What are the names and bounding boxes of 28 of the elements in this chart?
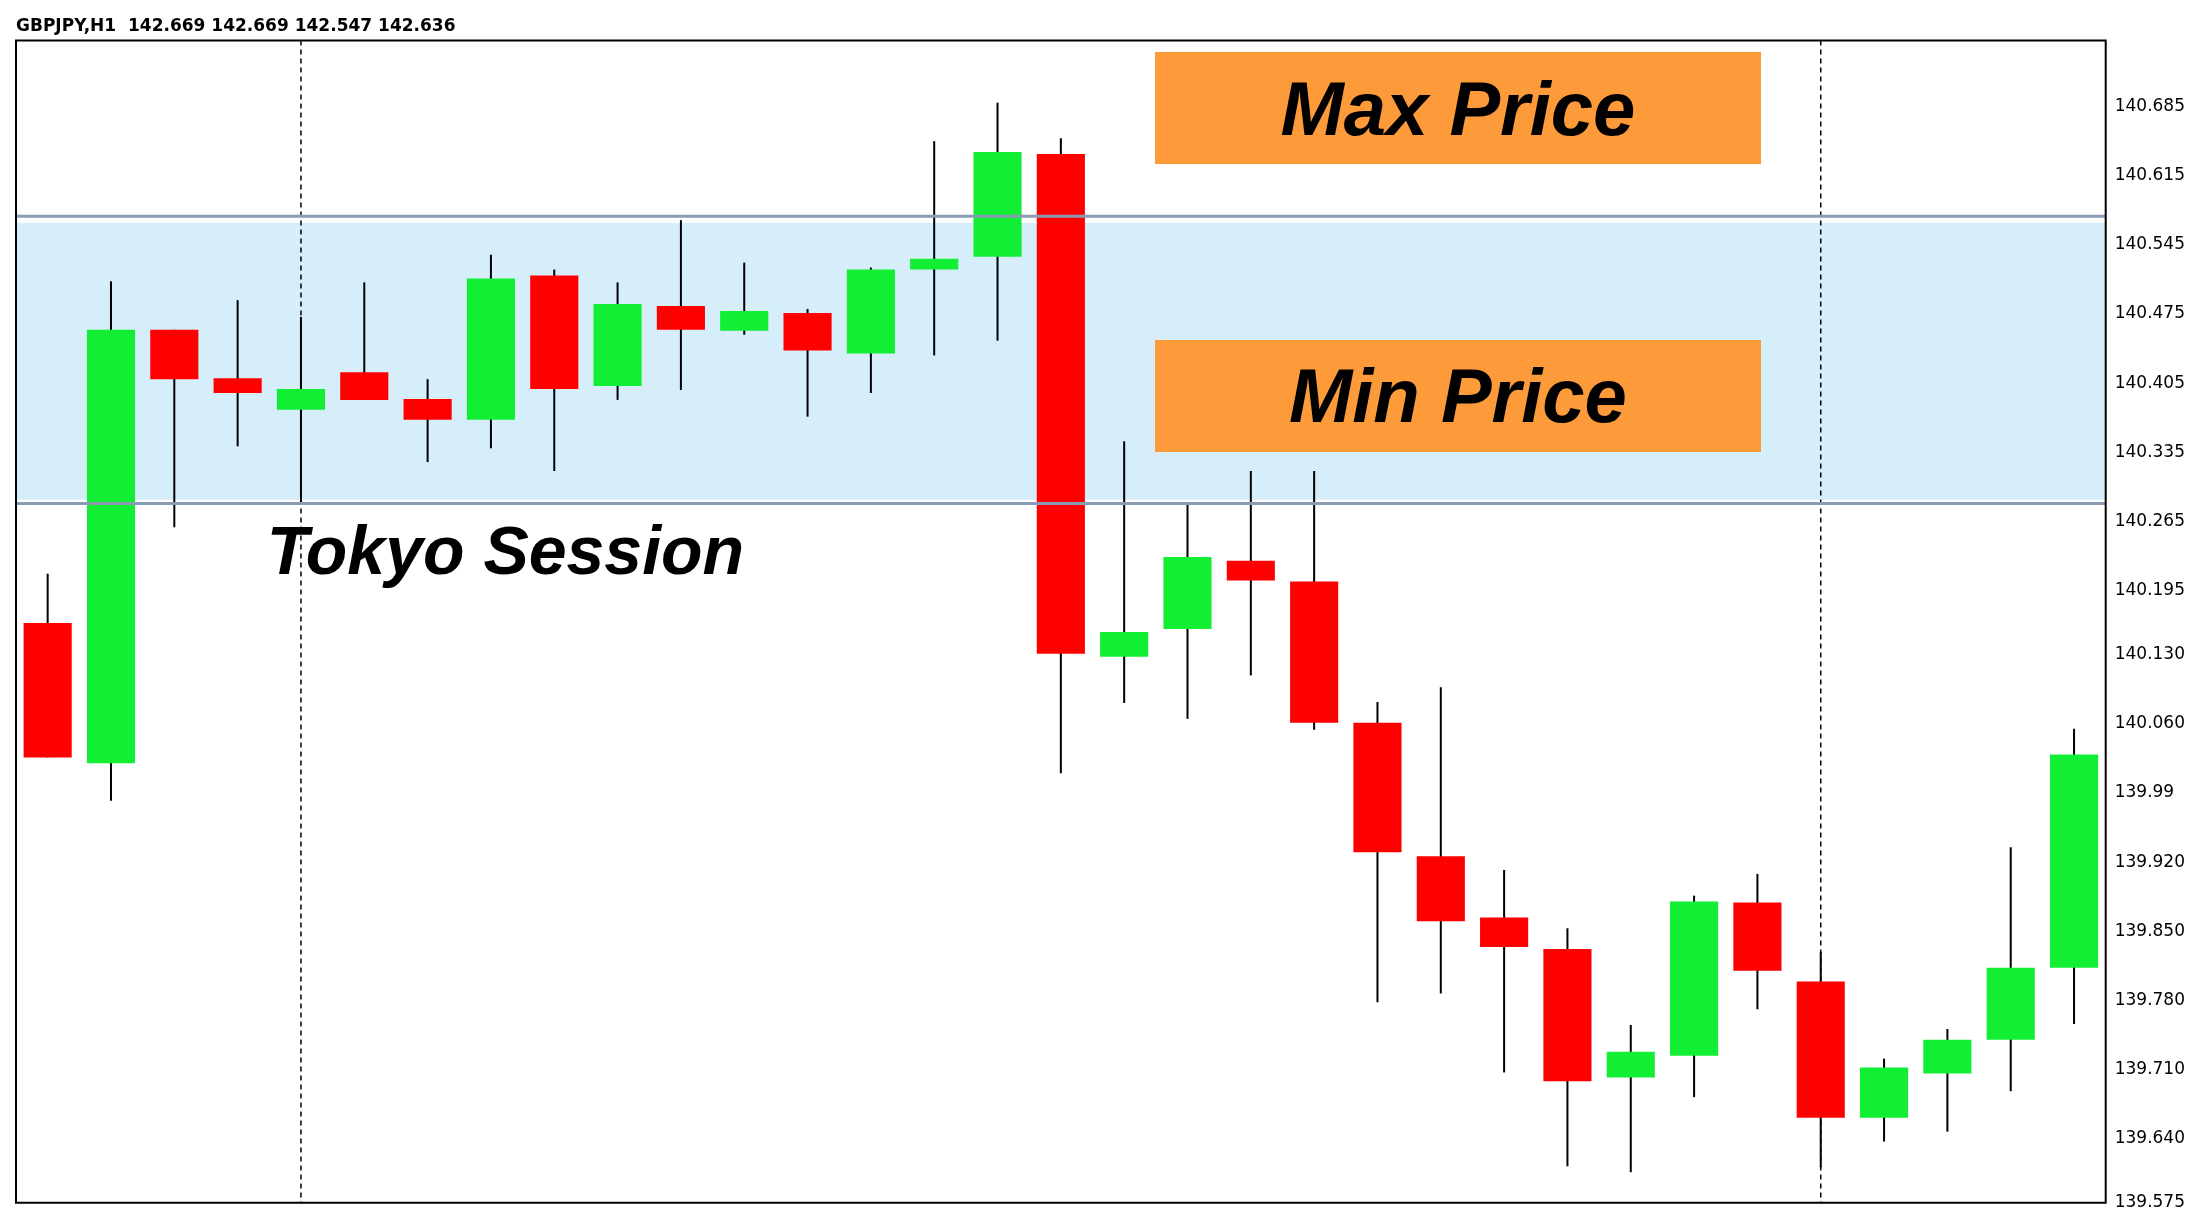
y-tick-label: 140.060 (2114, 712, 2186, 733)
y-tick-label: 140.615 (2114, 164, 2186, 185)
ref-line-label: Min Price (1288, 352, 1627, 440)
y-tick-label: 140.335 (2114, 440, 2186, 461)
candlestick (1100, 440, 1149, 705)
y-tick-label: 139.640 (2114, 1127, 2186, 1148)
candlestick (656, 219, 705, 392)
y-tick-label: 140.195 (2114, 578, 2186, 599)
callout-label: Min Price (1154, 339, 1761, 452)
chart-title: GBPJPY,H1 142.669 142.669 142.547 142.636 (16, 14, 456, 35)
y-tick-label: 140.405 (2114, 371, 2186, 392)
y-tick-label: 139.575 (2114, 1191, 2186, 1212)
y-tick-label: 140.265 (2114, 509, 2186, 530)
callout-label: Max Price (1154, 52, 1761, 165)
y-tick-label: 140.130 (2114, 643, 2186, 664)
y-tick-label: 139.710 (2114, 1057, 2186, 1078)
candlestick (1226, 469, 1275, 677)
y-tick-label: 139.99 (2114, 781, 2175, 802)
y-tick-label: 139.780 (2114, 988, 2186, 1009)
y-tick-label: 139.920 (2114, 850, 2186, 871)
ref-line-label: Max Price (1280, 64, 1636, 152)
y-tick-label: 140.685 (2114, 94, 2186, 115)
candlestick (910, 140, 959, 357)
y-tick-label: 140.545 (2114, 233, 2186, 254)
y-tick-label: 140.475 (2114, 302, 2186, 323)
candlestick (213, 299, 262, 448)
band-label: Tokyo Session (266, 512, 745, 589)
y-tick-label: 139.850 (2114, 919, 2186, 940)
